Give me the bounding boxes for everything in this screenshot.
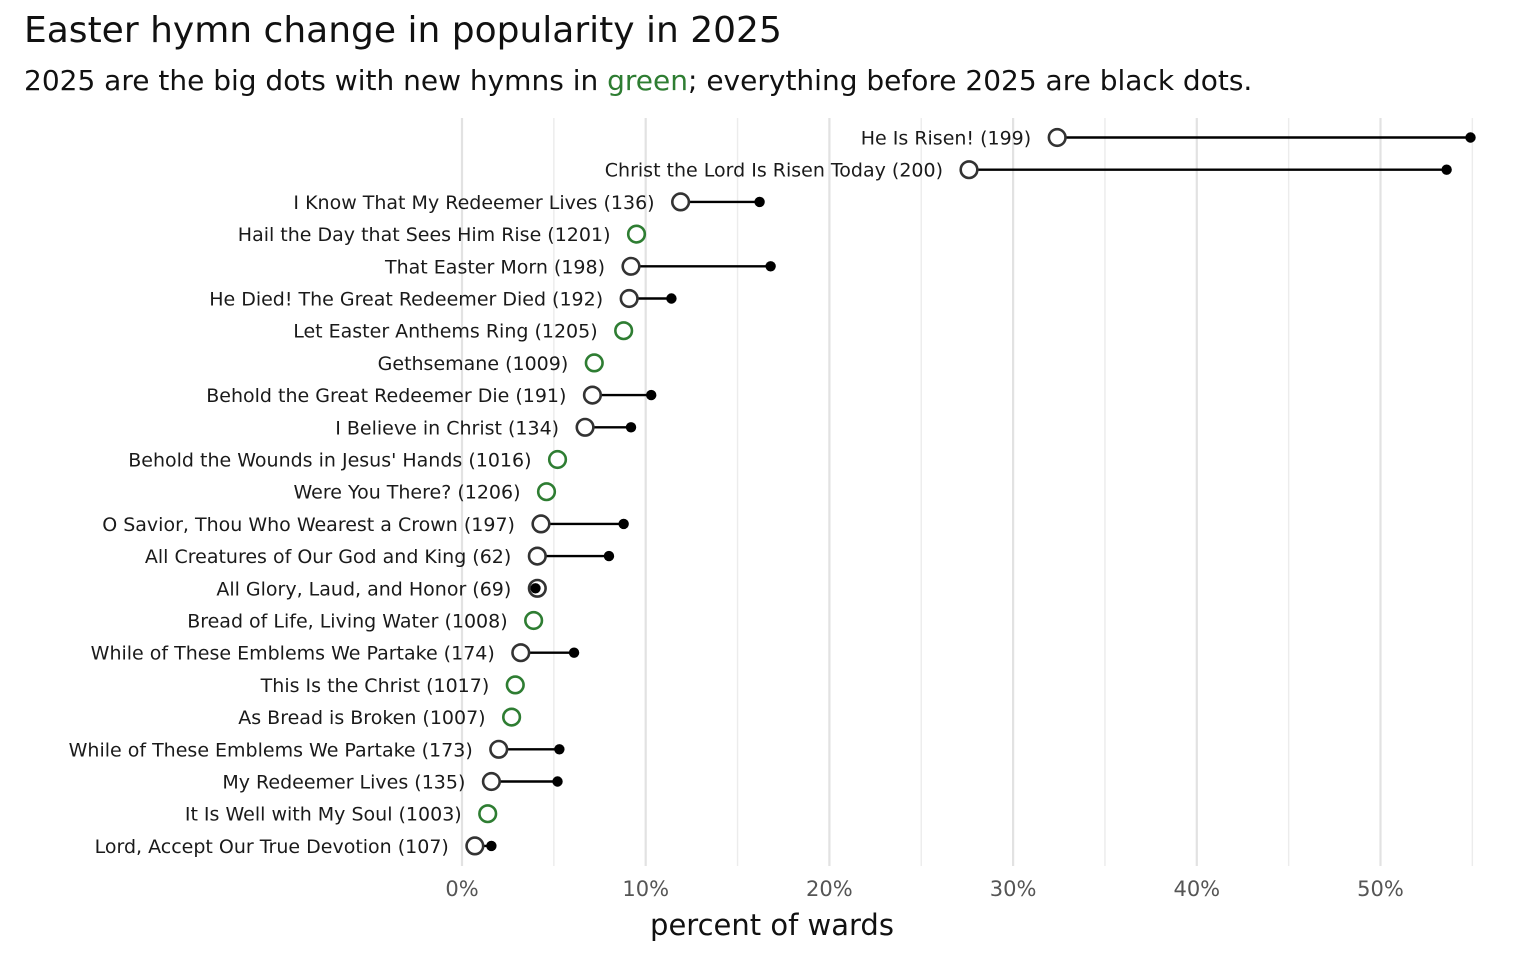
hymn-label: Let Easter Anthems Ring (1205) xyxy=(293,321,597,343)
new-hymn-2025-point xyxy=(584,353,604,373)
new-hymn-2025-point xyxy=(626,224,647,244)
hymn-label: While of These Emblems We Partake (173) xyxy=(69,739,473,761)
hymn-2025-point xyxy=(575,417,595,437)
hymn-2025-point xyxy=(621,256,641,276)
hymn-label: That Easter Morn (198) xyxy=(384,256,605,278)
chart-subtitle: 2025 are the big dots with new hymns in … xyxy=(24,64,1252,97)
x-tick-label: 10% xyxy=(622,877,669,901)
chart-title: Easter hymn change in popularity in 2025 xyxy=(24,10,782,51)
before-2025-point xyxy=(603,550,615,562)
x-tick-label: 0% xyxy=(445,877,478,901)
x-tick-label: 50% xyxy=(1357,877,1404,901)
x-axis-title: percent of wards xyxy=(650,908,894,942)
hymn-label: He Is Risen! (199) xyxy=(861,128,1031,150)
hymn-label: I Believe in Christ (134) xyxy=(335,417,559,439)
hymn-label: All Creatures of Our God and King (62) xyxy=(145,546,511,568)
new-hymn-2025-point xyxy=(614,321,634,341)
dumbbell-connectors xyxy=(474,136,1471,848)
hymn-2025-point xyxy=(531,514,551,534)
before-2025-point xyxy=(554,744,565,755)
new-hymn-2025-point xyxy=(501,707,522,727)
before-2025-point xyxy=(625,422,637,433)
hymn-2025-point xyxy=(489,739,509,759)
subtitle-text-after: ; everything before 2025 are black dots. xyxy=(688,64,1253,97)
hymn-labels: He Is Risen! (199) Christ the Lord Is Ris… xyxy=(69,128,1032,858)
before-2025-point xyxy=(646,389,657,401)
hymn-label: It Is Well with My Soul (1003) xyxy=(185,804,462,826)
hymn-label: He Died! The Great Redeemer Died (192) xyxy=(209,289,603,311)
hymn-label: Christ the Lord Is Risen Today (200) xyxy=(605,160,943,182)
x-tick-label: 30% xyxy=(990,877,1037,901)
dumbbell-points xyxy=(465,127,1476,856)
hymn-label: Behold the Wounds in Jesus' Hands (1016) xyxy=(128,450,531,472)
subtitle-green-word: green xyxy=(607,64,688,97)
hymn-label: All Glory, Laud, and Honor (69) xyxy=(216,578,511,600)
before-2025-point xyxy=(666,293,677,304)
hymn-label: While of These Emblems We Partake (174) xyxy=(91,643,495,665)
new-hymn-2025-point xyxy=(524,610,544,631)
x-axis-ticks: 0% 10% 20% 30% 40% 50% xyxy=(445,877,1404,901)
hymn-label: Behold the Great Redeemer Die (191) xyxy=(206,385,566,407)
gridlines xyxy=(460,118,1474,866)
before-2025-point xyxy=(568,647,580,658)
new-hymn-2025-point xyxy=(547,449,568,470)
hymn-label: Were You There? (1206) xyxy=(294,482,521,504)
hymn-label: I Know That My Redeemer Lives (136) xyxy=(293,192,654,214)
before-2025-point xyxy=(1441,164,1452,175)
hymn-label: My Redeemer Lives (135) xyxy=(222,772,465,794)
hymn-label: O Savior, Thou Who Wearest a Crown (197) xyxy=(102,514,515,536)
x-tick-label: 20% xyxy=(806,877,853,901)
before-2025-point xyxy=(552,776,563,787)
hymn-2025-point xyxy=(619,288,639,309)
new-hymn-2025-point xyxy=(505,675,525,695)
hymn-label: Hail the Day that Sees Him Rise (1201) xyxy=(238,224,611,246)
before-2025-point xyxy=(754,196,765,208)
before-2025-point xyxy=(1465,132,1476,143)
hymn-2025-point xyxy=(959,160,979,180)
hymn-2025-point xyxy=(465,836,485,856)
hymn-2025-point xyxy=(511,643,531,663)
hymn-label: Bread of Life, Living Water (1008) xyxy=(187,611,507,633)
x-tick-label: 40% xyxy=(1173,877,1220,901)
hymn-label: This Is the Christ (1017) xyxy=(260,675,490,697)
hymn-2025-point xyxy=(582,385,603,405)
new-hymn-2025-point xyxy=(536,482,557,502)
before-2025-point xyxy=(486,840,497,852)
before-2025-point xyxy=(765,261,776,272)
subtitle-text-before: 2025 are the big dots with new hymns in xyxy=(24,64,608,97)
hymn-2025-point xyxy=(1047,127,1067,148)
new-hymn-2025-point xyxy=(478,804,498,824)
before-2025-point xyxy=(618,518,629,530)
hymn-label: Gethsemane (1009) xyxy=(378,353,569,375)
hymn-2025-point xyxy=(481,771,501,792)
hymn-2025-point xyxy=(527,546,547,566)
hymn-label: As Bread is Broken (1007) xyxy=(238,707,485,729)
before-2025-point xyxy=(530,583,541,594)
hymn-label: Lord, Accept Our True Devotion (107) xyxy=(95,836,449,858)
hymn-2025-point xyxy=(671,192,691,212)
